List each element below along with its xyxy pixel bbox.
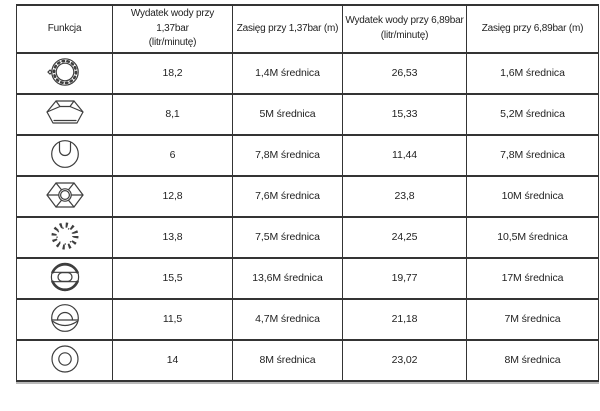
- header-range-6-89: Zasięg przy 6,89bar (m): [466, 4, 599, 54]
- double-circle-nozzle-icon: [43, 342, 87, 376]
- function-icon-cell: [16, 133, 113, 177]
- sunburst-nozzle-icon: [43, 219, 87, 253]
- range-6-89-cell: 7M średnica: [466, 297, 599, 341]
- range-1-37-cell: 7,8M średnica: [232, 133, 343, 177]
- band-circle-nozzle-icon: [43, 260, 87, 294]
- header-row: Funkcja Wydatek wody przy 1,37bar (litr/…: [16, 4, 599, 54]
- function-icon-cell: [16, 215, 113, 259]
- toothed-ring-nozzle-icon: [43, 55, 87, 89]
- flow-1-37-cell: 13,8: [112, 215, 233, 259]
- flow-1-37-cell: 6: [112, 133, 233, 177]
- table-row: 8,1 5M średnica 15,33 5,2M średnica: [16, 92, 599, 136]
- flow-1-37-cell: 11,5: [112, 297, 233, 341]
- flow-6-89-cell: 23,02: [342, 338, 467, 382]
- header-flow-6-89: Wydatek wody przy 6,89bar (litr/minutę): [342, 4, 467, 54]
- table-row: 12,8 7,6M średnica 23,8 10M średnica: [16, 174, 599, 218]
- horseshoe-circle-nozzle-icon: [43, 137, 87, 171]
- table-body: 18,2 1,4M średnica 26,53 1,6M średnica 8…: [16, 51, 599, 382]
- hex-spoke-nozzle-icon: [43, 178, 87, 212]
- table-row: 15,5 13,6M średnica 19,77 17M średnica: [16, 256, 599, 300]
- range-1-37-cell: 8M średnica: [232, 338, 343, 382]
- flow-6-89-cell: 23,8: [342, 174, 467, 218]
- table-header: Funkcja Wydatek wody przy 1,37bar (litr/…: [16, 4, 599, 54]
- flow-1-37-cell: 14: [112, 338, 233, 382]
- header-funkcja: Funkcja: [16, 4, 113, 54]
- table-row: 6 7,8M średnica 11,44 7,8M średnica: [16, 133, 599, 177]
- table-row: 13,8 7,5M średnica 24,25 10,5M średnica: [16, 215, 599, 259]
- table-row: 18,2 1,4M średnica 26,53 1,6M średnica: [16, 51, 599, 95]
- dome-circle-nozzle-icon: [43, 301, 87, 335]
- range-6-89-cell: 10,5M średnica: [466, 215, 599, 259]
- flow-6-89-cell: 11,44: [342, 133, 467, 177]
- range-1-37-cell: 5M średnica: [232, 92, 343, 136]
- flow-1-37-cell: 18,2: [112, 51, 233, 95]
- range-1-37-cell: 7,6M średnica: [232, 174, 343, 218]
- range-6-89-cell: 7,8M średnica: [466, 133, 599, 177]
- flow-6-89-cell: 26,53: [342, 51, 467, 95]
- range-6-89-cell: 17M średnica: [466, 256, 599, 300]
- range-6-89-cell: 5,2M średnica: [466, 92, 599, 136]
- flow-6-89-cell: 15,33: [342, 92, 467, 136]
- flow-1-37-cell: 8,1: [112, 92, 233, 136]
- flow-1-37-cell: 15,5: [112, 256, 233, 300]
- table-row: 14 8M średnica 23,02 8M średnica: [16, 338, 599, 382]
- range-6-89-cell: 8M średnica: [466, 338, 599, 382]
- function-icon-cell: [16, 92, 113, 136]
- flow-6-89-cell: 24,25: [342, 215, 467, 259]
- function-icon-cell: [16, 51, 113, 95]
- range-1-37-cell: 7,5M średnica: [232, 215, 343, 259]
- function-icon-cell: [16, 338, 113, 382]
- header-range-1-37: Zasięg przy 1,37bar (m): [232, 4, 343, 54]
- nozzle-spec-table: Funkcja Wydatek wody przy 1,37bar (litr/…: [16, 4, 599, 382]
- table-row: 11,5 4,7M średnica 21,18 7M średnica: [16, 297, 599, 341]
- range-1-37-cell: 1,4M średnica: [232, 51, 343, 95]
- range-6-89-cell: 10M średnica: [466, 174, 599, 218]
- function-icon-cell: [16, 297, 113, 341]
- flow-6-89-cell: 19,77: [342, 256, 467, 300]
- fan-basket-nozzle-icon: [43, 96, 87, 130]
- function-icon-cell: [16, 174, 113, 218]
- flow-6-89-cell: 21,18: [342, 297, 467, 341]
- function-icon-cell: [16, 256, 113, 300]
- header-flow-1-37: Wydatek wody przy 1,37bar (litr/minutę): [112, 4, 233, 54]
- range-6-89-cell: 1,6M średnica: [466, 51, 599, 95]
- range-1-37-cell: 4,7M średnica: [232, 297, 343, 341]
- flow-1-37-cell: 12,8: [112, 174, 233, 218]
- range-1-37-cell: 13,6M średnica: [232, 256, 343, 300]
